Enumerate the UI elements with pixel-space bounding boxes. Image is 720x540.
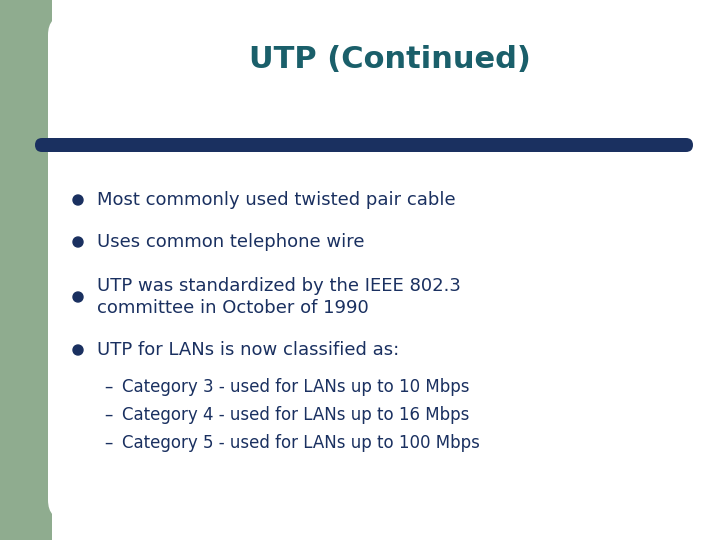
Text: UTP for LANs is now classified as:: UTP for LANs is now classified as: [97, 341, 400, 359]
Text: Uses common telephone wire: Uses common telephone wire [97, 233, 364, 251]
Text: UTP was standardized by the IEEE 802.3
committee in October of 1990: UTP was standardized by the IEEE 802.3 c… [97, 276, 461, 318]
Text: –: – [104, 406, 112, 424]
Circle shape [73, 237, 83, 247]
Text: UTP (Continued): UTP (Continued) [249, 45, 531, 75]
Circle shape [73, 345, 83, 355]
Circle shape [73, 292, 83, 302]
Text: Category 5 - used for LANs up to 100 Mbps: Category 5 - used for LANs up to 100 Mbp… [122, 434, 480, 452]
Text: Most commonly used twisted pair cable: Most commonly used twisted pair cable [97, 191, 456, 209]
Text: –: – [104, 434, 112, 452]
FancyBboxPatch shape [35, 138, 693, 152]
Text: Category 3 - used for LANs up to 10 Mbps: Category 3 - used for LANs up to 10 Mbps [122, 378, 469, 396]
Bar [0, 0, 52, 540]
FancyBboxPatch shape [48, 15, 710, 520]
Text: –: – [104, 378, 112, 396]
Text: Category 4 - used for LANs up to 16 Mbps: Category 4 - used for LANs up to 16 Mbps [122, 406, 469, 424]
Circle shape [73, 195, 83, 205]
